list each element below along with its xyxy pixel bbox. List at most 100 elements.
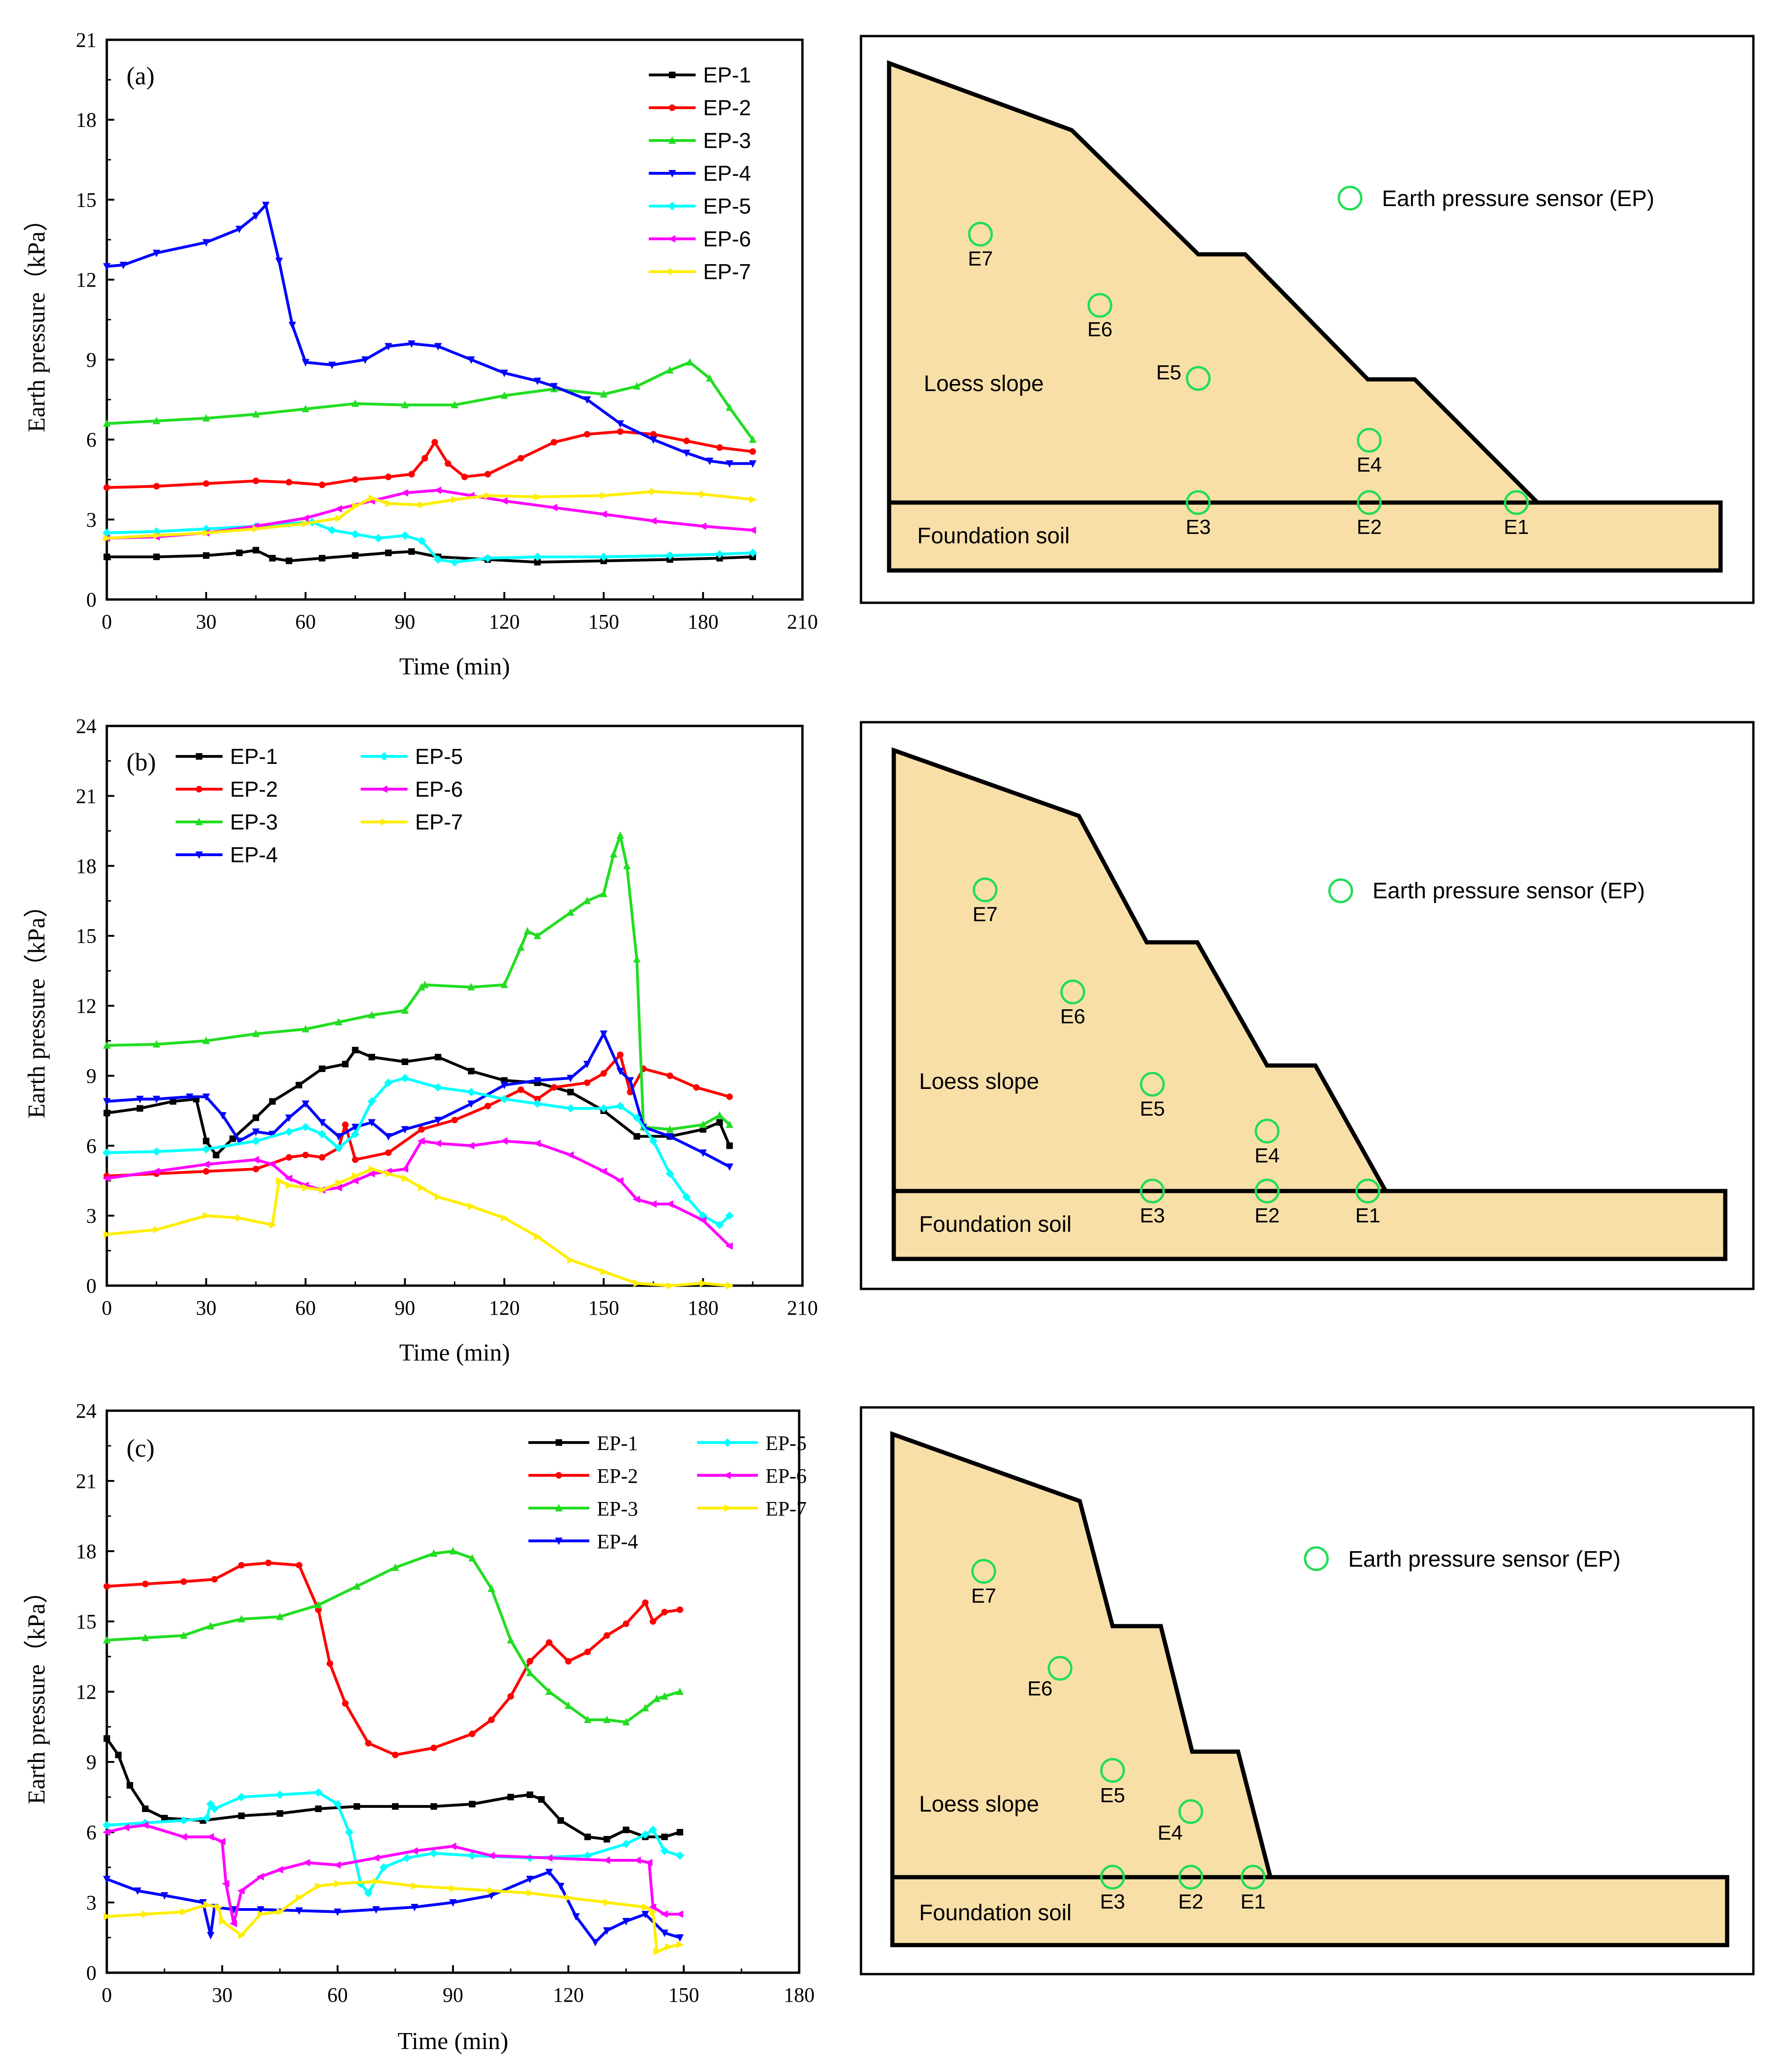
chart-a-series-ep-5-point xyxy=(374,534,383,543)
sensor-e2-label: E2 xyxy=(1178,1890,1203,1913)
chart-b-series-ep-5-point xyxy=(533,1099,542,1108)
legend-ep-2-marker xyxy=(196,786,202,792)
diagram-b-slope xyxy=(891,747,1389,1193)
sensor-e2-icon xyxy=(1357,490,1382,515)
chart-b-series-ep-6-point xyxy=(632,1195,640,1203)
diagram-b-frame xyxy=(860,721,1755,1290)
chart-b-series-ep-7-point xyxy=(319,1186,327,1194)
chart-b-series-ep-1-point xyxy=(319,1065,326,1072)
chart-c-series-ep-1-point xyxy=(142,1806,149,1812)
chart-a-series-ep-3-point xyxy=(600,390,608,398)
chart-b-series-ep-7-point xyxy=(302,1184,310,1191)
chart-a-series-ep-2-point xyxy=(153,483,160,490)
chart-b-series-ep-6-point xyxy=(401,1165,408,1173)
chart-b-series-ep-5-point xyxy=(715,1221,724,1229)
chart-a-series-ep-2-point xyxy=(352,476,359,483)
chart-b-series-ep-5-point xyxy=(367,1097,376,1106)
chart-c-series-ep-5-point xyxy=(641,1830,650,1839)
chart-c-ytick-label: 3 xyxy=(86,1891,96,1914)
chart-c-series-ep-3-point xyxy=(468,1554,476,1561)
legend-ep-4-label: EP-4 xyxy=(597,1530,638,1553)
chart-b-series-ep-1-point xyxy=(296,1081,303,1088)
chart-b-series-ep-7-point xyxy=(667,1282,675,1289)
chart-a-series-ep-4-point xyxy=(500,370,508,377)
chart-c-series-ep-6-point xyxy=(222,1880,230,1887)
chart-b-series-ep-7-point xyxy=(468,1202,475,1210)
chart-c-series-ep-7-point xyxy=(334,1880,342,1887)
chart-b-series-ep-5-point xyxy=(152,1147,161,1156)
chart-b-series-ep-2-point xyxy=(319,1154,326,1161)
chart-b-series-ep-2-point xyxy=(484,1103,491,1110)
chart-b-series-ep-6-point xyxy=(616,1177,624,1184)
chart-c-series-ep-4-point xyxy=(660,1930,668,1937)
chart-c-ytick-label: 15 xyxy=(76,1610,96,1633)
diagram-a-slope-label: Loess slope xyxy=(924,371,1044,396)
chart-b-series-ep-7-point xyxy=(435,1193,443,1201)
chart-c-series-ep-1-point xyxy=(238,1813,245,1819)
chart-a-series-ep-2-point xyxy=(252,477,260,484)
chart-c-series-ep-3-point xyxy=(488,1584,496,1592)
chart-c-series-ep-2-point xyxy=(507,1693,514,1700)
chart-c-xtick-label: 90 xyxy=(443,1983,463,2006)
chart-c-series-ep-7-point xyxy=(372,1878,380,1885)
chart-c-series-ep-6-point xyxy=(633,1857,641,1864)
chart-a-series-ep-4-point xyxy=(706,458,713,466)
legend-ep-6-label: EP-6 xyxy=(765,1465,807,1487)
chart-a-series-ep-7-point xyxy=(451,496,459,503)
chart-c-series-ep-3-point xyxy=(526,1669,534,1676)
chart-a-series-ep-4-point xyxy=(275,258,283,266)
chart-c-series-ep-2-point xyxy=(488,1717,495,1723)
chart-b-series-ep-7-point xyxy=(352,1172,360,1180)
chart-b-series-ep-2-point xyxy=(693,1084,700,1091)
chart-a-series-ep-1-point xyxy=(203,552,210,559)
sensor-e6-icon xyxy=(1087,293,1113,318)
chart-a-series-ep-2-point xyxy=(716,444,723,451)
chart-a-series-ep-5-point xyxy=(666,551,675,560)
chart-a-series-ep-2-point xyxy=(408,471,415,478)
chart-c-series-ep-4-point xyxy=(572,1913,580,1921)
chart-a-series-ep-1-point xyxy=(104,553,110,560)
chart-c-series-ep-3-point xyxy=(449,1547,457,1554)
chart-c-series-ep-2-point xyxy=(238,1562,245,1569)
legend-ep-6-label: EP-6 xyxy=(415,777,463,801)
chart-c-series-ep-2-point xyxy=(342,1700,349,1707)
chart-b-ytick-label: 6 xyxy=(86,1134,96,1157)
chart-c-series-ep-2-point xyxy=(142,1581,149,1587)
chart-a-series-ep-4-point xyxy=(361,356,369,364)
chart-c-series-ep-1-point xyxy=(527,1791,534,1798)
chart-c-series-ep-5-point xyxy=(275,1791,284,1799)
chart-a-series-ep-7-point xyxy=(153,532,161,540)
chart-a-series-ep-3-point xyxy=(103,419,111,427)
chart-b-series-ep-2-point xyxy=(534,1095,541,1103)
chart-a-xtick-label: 150 xyxy=(588,610,619,633)
chart-c-series-ep-6-point xyxy=(675,1910,683,1918)
sensor-e1-icon xyxy=(1504,490,1529,515)
chart-a-series-ep-1-line xyxy=(107,548,753,564)
chart-a-series-ep-3-point xyxy=(252,410,260,418)
chart-c-series-ep-7-point xyxy=(257,1910,265,1918)
chart-c-series-ep-2-point xyxy=(661,1609,668,1615)
chart-a-series-ep-2-point xyxy=(461,474,468,481)
chart-b-series-ep-6-point xyxy=(268,1161,276,1169)
legend-ep-5-marker xyxy=(723,1438,732,1447)
chart-a-series-ep-7-point xyxy=(104,534,111,542)
chart-a-series-ep-4-point xyxy=(408,340,416,348)
chart-c-panel-label: (c) xyxy=(126,1434,155,1462)
chart-a-series-ep-3-point xyxy=(666,366,674,374)
chart-b-series-ep-1-point xyxy=(342,1060,349,1067)
chart-c-series-ep-2-point xyxy=(365,1740,372,1746)
chart-c-series-ep-2-point xyxy=(211,1576,218,1583)
chart-b-series-ep-1-point xyxy=(468,1067,475,1074)
chart-b-series-ep-3-point xyxy=(524,927,532,935)
chart-b-series-ep-1-point xyxy=(716,1119,723,1126)
chart-c-ylabel: Earth pressure（kPa） xyxy=(23,1579,50,1805)
chart-c-series-ep-5-point xyxy=(648,1826,657,1834)
chart-b-series-ep-5-point xyxy=(566,1104,575,1113)
chart-a-series-ep-6-point xyxy=(748,526,756,534)
chart-c-series-ep-5-point xyxy=(364,1889,373,1897)
chart-a-series-ep-6-point xyxy=(334,505,342,513)
chart-c-series-ep-2-point xyxy=(469,1731,476,1737)
chart-a-series-ep-5-point xyxy=(434,555,443,564)
chart-b-series-ep-1-point xyxy=(203,1138,210,1145)
legend-ep-5-marker xyxy=(380,752,388,761)
